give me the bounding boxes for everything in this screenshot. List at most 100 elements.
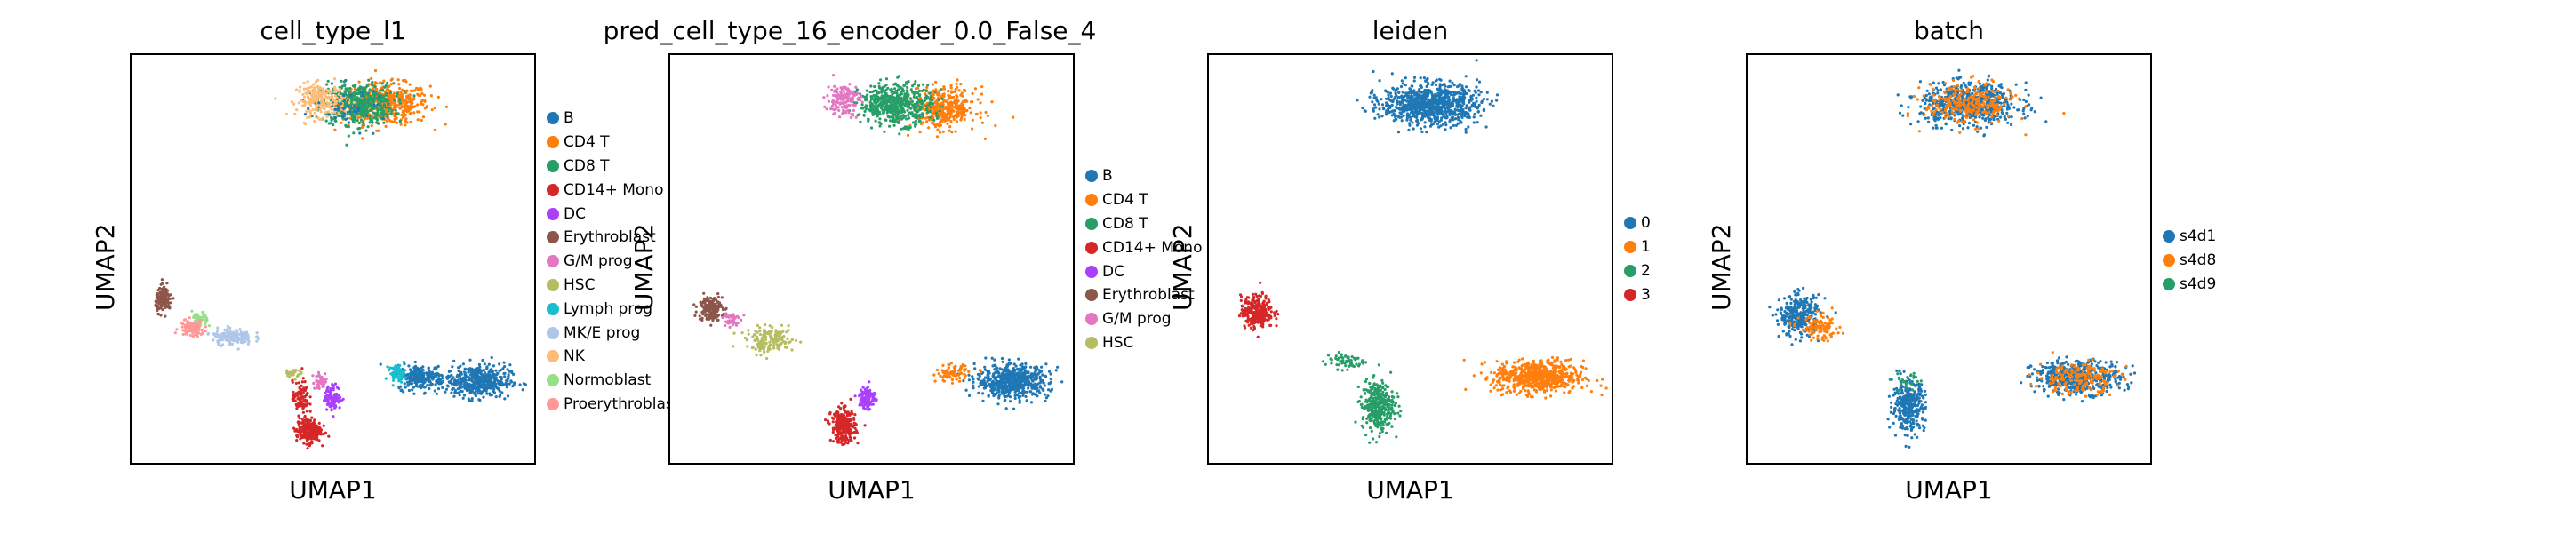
data-point [474, 394, 477, 398]
data-point [409, 89, 413, 92]
data-point [326, 385, 330, 388]
data-point [468, 388, 472, 392]
data-point [294, 381, 298, 385]
data-point [397, 379, 401, 383]
data-point [172, 297, 175, 300]
data-point [306, 447, 309, 450]
data-point [917, 120, 921, 123]
data-point [877, 91, 881, 95]
data-point [226, 324, 229, 328]
data-point [458, 394, 461, 397]
data-point [843, 408, 846, 412]
data-point [840, 106, 844, 109]
data-point [844, 100, 848, 104]
cluster-proerythroblast [173, 316, 207, 338]
data-point [319, 94, 323, 98]
data-point [954, 130, 957, 133]
data-point [906, 85, 909, 89]
data-point [306, 115, 309, 119]
data-point [984, 110, 988, 115]
data-point [839, 91, 843, 95]
data-point [398, 99, 402, 102]
data-point [952, 117, 956, 121]
data-point [236, 347, 240, 351]
legend-marker [547, 136, 559, 149]
data-point [155, 293, 158, 297]
data-point [991, 364, 995, 368]
data-point [379, 116, 382, 120]
data-point [303, 388, 307, 393]
data-point [418, 110, 421, 114]
legend-label: MK/E prog [564, 323, 641, 342]
data-point [964, 364, 967, 368]
data-point [411, 388, 414, 392]
data-point [1034, 386, 1037, 389]
data-point [308, 444, 311, 448]
data-point [310, 442, 314, 445]
data-point [473, 384, 476, 387]
data-point [845, 414, 849, 418]
data-point [1041, 379, 1044, 383]
data-point [869, 126, 874, 130]
data-point [485, 392, 489, 395]
data-point [940, 115, 944, 119]
data-point [357, 121, 361, 125]
data-point [399, 123, 403, 126]
data-point [956, 110, 959, 115]
data-point [1004, 373, 1007, 377]
data-point [476, 366, 480, 370]
data-point [1014, 364, 1018, 368]
data-point [328, 394, 332, 399]
data-point [922, 121, 925, 124]
data-point [293, 399, 297, 402]
data-point [311, 101, 315, 105]
cluster-nk [274, 77, 356, 125]
data-point [498, 383, 501, 386]
data-point [973, 87, 977, 91]
data-point [332, 415, 335, 418]
data-point [991, 383, 995, 386]
data-point [475, 375, 478, 378]
data-point [455, 375, 459, 378]
data-point [308, 99, 312, 103]
data-point [1041, 373, 1044, 377]
data-point [968, 394, 972, 397]
data-point [831, 99, 835, 102]
data-point [298, 396, 301, 400]
legend-label: Proerythroblast [564, 394, 680, 413]
data-point [413, 367, 417, 370]
data-point [330, 397, 333, 401]
data-point [864, 104, 868, 107]
data-point [355, 110, 358, 114]
data-point [1013, 379, 1017, 383]
data-point [854, 115, 858, 119]
data-point [335, 386, 339, 389]
data-point [452, 376, 455, 379]
data-point [1030, 393, 1035, 396]
data-point [161, 287, 164, 290]
data-point [421, 369, 425, 372]
data-point [823, 105, 827, 108]
data-point [391, 101, 395, 105]
data-point [1012, 115, 1015, 119]
data-point [247, 340, 251, 344]
legend-marker [547, 278, 559, 291]
data-point [367, 78, 371, 82]
data-point [404, 113, 407, 116]
data-point [1022, 376, 1027, 379]
data-point [486, 385, 490, 388]
data-point [869, 98, 873, 101]
data-point [929, 105, 932, 108]
data-point [1060, 380, 1064, 384]
data-point [852, 418, 856, 421]
data-point [856, 114, 860, 117]
data-point [300, 370, 303, 374]
data-point [423, 380, 427, 384]
data-point [928, 115, 932, 119]
data-point [330, 108, 333, 112]
data-point [824, 418, 828, 422]
data-point [392, 82, 396, 85]
data-point [1039, 370, 1043, 374]
data-point [996, 380, 999, 385]
data-point [228, 342, 232, 346]
